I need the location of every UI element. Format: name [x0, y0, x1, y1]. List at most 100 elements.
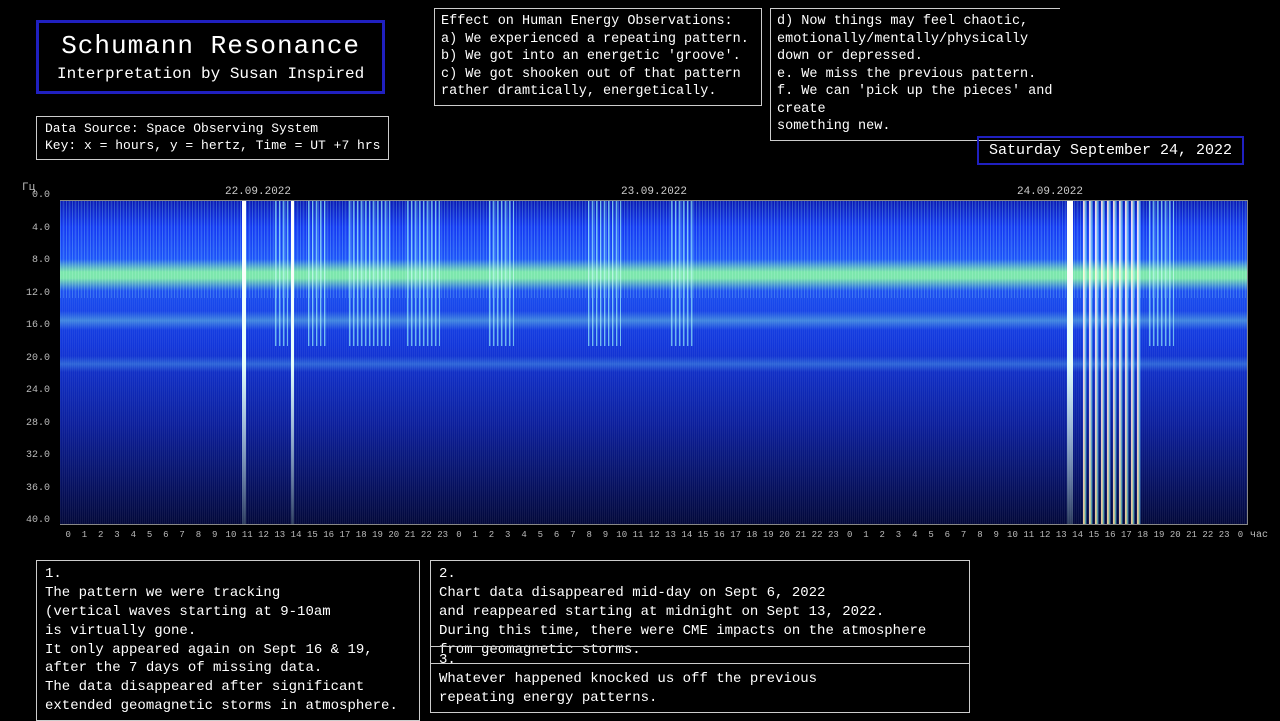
x-tick: 19 [369, 530, 385, 546]
x-tick: 7 [955, 530, 971, 546]
x-tick: 9 [207, 530, 223, 546]
x-tick: 20 [1167, 530, 1183, 546]
x-tick: 0 [60, 530, 76, 546]
y-tick: 4.0 [32, 223, 50, 234]
x-tick: 19 [760, 530, 776, 546]
x-tick: 10 [223, 530, 239, 546]
x-tick: 17 [1118, 530, 1134, 546]
energy-burst [308, 201, 328, 346]
x-tick: 10 [1004, 530, 1020, 546]
x-date-label: 22.09.2022 [60, 186, 456, 198]
energy-burst [275, 201, 288, 346]
y-tick: 24.0 [26, 385, 50, 396]
energy-burst [242, 201, 247, 524]
y-tick: 8.0 [32, 255, 50, 266]
x-tick: 18 [744, 530, 760, 546]
x-tick: 9 [988, 530, 1004, 546]
x-tick: 4 [125, 530, 141, 546]
x-tick: 7 [565, 530, 581, 546]
x-tick: 17 [337, 530, 353, 546]
note-box-3: 3. Whatever happened knocked us off the … [430, 646, 970, 713]
x-axis-dates: 22.09.202223.09.202224.09.2022 [60, 186, 1248, 198]
x-tick: 15 [1086, 530, 1102, 546]
x-tick: 6 [548, 530, 564, 546]
x-tick: 19 [1151, 530, 1167, 546]
energy-burst [1067, 201, 1074, 524]
y-tick: 28.0 [26, 418, 50, 429]
x-tick: 9 [597, 530, 613, 546]
energy-burst [588, 201, 621, 346]
x-tick: 16 [711, 530, 727, 546]
data-source-line: Data Source: Space Observing System [45, 121, 380, 138]
x-tick: 0 [1232, 530, 1248, 546]
x-tick: 5 [923, 530, 939, 546]
x-tick: 12 [1037, 530, 1053, 546]
y-tick: 0.0 [32, 190, 50, 201]
page-subtitle: Interpretation by Susan Inspired [57, 65, 364, 83]
x-tick: 14 [288, 530, 304, 546]
x-tick: 8 [190, 530, 206, 546]
energy-burst [291, 201, 294, 524]
x-tick: 15 [695, 530, 711, 546]
y-axis: 0.04.08.012.016.020.024.028.032.036.040.… [18, 178, 54, 528]
x-tick: 0 [451, 530, 467, 546]
x-tick: 13 [662, 530, 678, 546]
x-tick: 3 [890, 530, 906, 546]
energy-burst [1083, 201, 1141, 524]
x-tick: 4 [516, 530, 532, 546]
spectrogram-chart [60, 200, 1248, 525]
y-tick: 20.0 [26, 353, 50, 364]
x-tick: 22 [809, 530, 825, 546]
x-tick: 16 [321, 530, 337, 546]
x-tick: 23 [434, 530, 450, 546]
note-box-1: 1. The pattern we were tracking (vertica… [36, 560, 420, 721]
y-tick: 32.0 [26, 450, 50, 461]
x-date-label: 24.09.2022 [852, 186, 1248, 198]
x-tick: 18 [1135, 530, 1151, 546]
x-tick: 2 [93, 530, 109, 546]
x-tick: 22 [418, 530, 434, 546]
x-tick: 23 [1216, 530, 1232, 546]
x-tick: 0 [842, 530, 858, 546]
x-tick: 22 [1200, 530, 1216, 546]
x-tick: 17 [728, 530, 744, 546]
energy-burst [407, 201, 440, 346]
x-tick: 20 [386, 530, 402, 546]
x-tick: 16 [1102, 530, 1118, 546]
energy-burst [1149, 201, 1174, 346]
x-tick: 1 [76, 530, 92, 546]
x-tick: 4 [907, 530, 923, 546]
x-tick: 12 [646, 530, 662, 546]
x-tick: 13 [272, 530, 288, 546]
x-tick: 15 [304, 530, 320, 546]
x-tick: 5 [141, 530, 157, 546]
x-tick: 11 [1021, 530, 1037, 546]
title-box: Schumann Resonance Interpretation by Sus… [36, 20, 385, 94]
x-axis-hours: 0123456789101112131415161718192021222301… [60, 530, 1248, 546]
x-tick: 21 [793, 530, 809, 546]
x-tick: 14 [1069, 530, 1085, 546]
energy-burst [489, 201, 514, 346]
date-box: Saturday September 24, 2022 [977, 136, 1244, 165]
x-tick: 1 [858, 530, 874, 546]
x-axis-unit: час [1250, 530, 1268, 541]
energy-burst [671, 201, 696, 346]
x-tick: 8 [972, 530, 988, 546]
x-tick: 3 [500, 530, 516, 546]
x-tick: 6 [939, 530, 955, 546]
x-tick: 11 [239, 530, 255, 546]
x-date-label: 23.09.2022 [456, 186, 852, 198]
x-tick: 10 [614, 530, 630, 546]
x-tick: 6 [158, 530, 174, 546]
x-tick: 20 [776, 530, 792, 546]
x-tick: 11 [630, 530, 646, 546]
x-tick: 21 [402, 530, 418, 546]
x-tick: 3 [109, 530, 125, 546]
x-tick: 7 [174, 530, 190, 546]
x-tick: 2 [483, 530, 499, 546]
data-source-box: Data Source: Space Observing System Key:… [36, 116, 389, 160]
x-tick: 13 [1053, 530, 1069, 546]
x-tick: 1 [467, 530, 483, 546]
energy-burst [349, 201, 390, 346]
y-tick: 16.0 [26, 320, 50, 331]
